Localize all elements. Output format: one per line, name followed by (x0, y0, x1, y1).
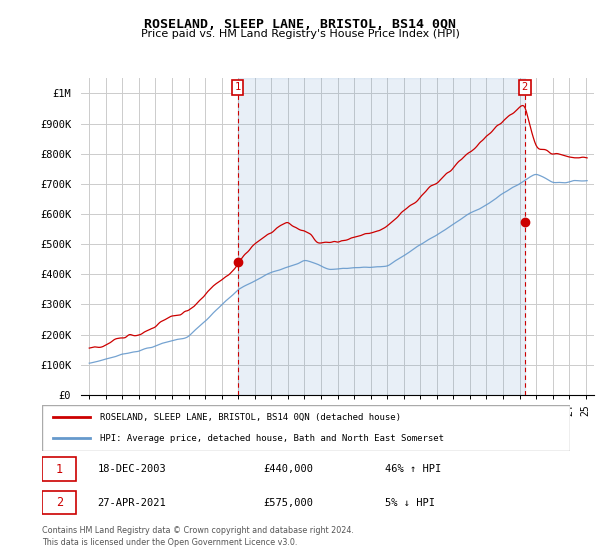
Text: 2: 2 (522, 82, 528, 92)
Text: HPI: Average price, detached house, Bath and North East Somerset: HPI: Average price, detached house, Bath… (100, 434, 444, 443)
Text: £575,000: £575,000 (264, 497, 314, 507)
Bar (42, 491, 76, 514)
Bar (42, 458, 76, 480)
Bar (238, 78, 525, 395)
Text: 27-APR-2021: 27-APR-2021 (97, 497, 166, 507)
Text: Contains HM Land Registry data © Crown copyright and database right 2024.: Contains HM Land Registry data © Crown c… (42, 526, 354, 535)
Text: 18-DEC-2003: 18-DEC-2003 (97, 464, 166, 474)
Text: £440,000: £440,000 (264, 464, 314, 474)
Text: ROSELAND, SLEEP LANE, BRISTOL, BS14 0QN (detached house): ROSELAND, SLEEP LANE, BRISTOL, BS14 0QN … (100, 413, 401, 422)
Text: This data is licensed under the Open Government Licence v3.0.: This data is licensed under the Open Gov… (42, 538, 298, 547)
Text: 1: 1 (56, 463, 63, 475)
Text: ROSELAND, SLEEP LANE, BRISTOL, BS14 0QN: ROSELAND, SLEEP LANE, BRISTOL, BS14 0QN (144, 18, 456, 31)
Text: 5% ↓ HPI: 5% ↓ HPI (385, 497, 435, 507)
Text: 2: 2 (56, 496, 63, 509)
Text: 46% ↑ HPI: 46% ↑ HPI (385, 464, 442, 474)
Text: Price paid vs. HM Land Registry's House Price Index (HPI): Price paid vs. HM Land Registry's House … (140, 29, 460, 39)
Text: 1: 1 (235, 82, 241, 92)
